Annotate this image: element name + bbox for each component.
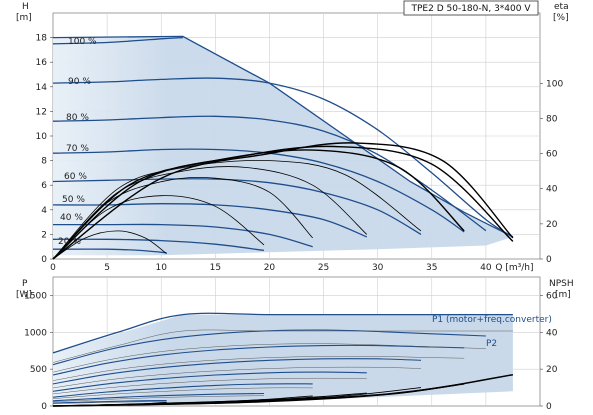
- head-y-tick-label: 12: [36, 107, 47, 117]
- efficiency-curve-1: [52, 230, 167, 260]
- eta-tick-label: 0: [546, 255, 552, 265]
- q-tick-label: 5: [104, 263, 110, 273]
- q-axis-label: Q [m³/h]: [495, 263, 533, 273]
- speed-label-70: 70 %: [66, 144, 89, 154]
- eta-tick-label: 100: [546, 79, 563, 89]
- q-tick-label: 20: [264, 263, 276, 273]
- power-y-tick-label: 1000: [24, 328, 47, 338]
- npsh-curve-7: [52, 373, 514, 407]
- q-tick-label: 30: [372, 263, 384, 273]
- head-envelope-max-curve: [52, 35, 514, 238]
- eta-tick-label: 80: [546, 114, 558, 124]
- efficiency-curve-4: [52, 166, 368, 260]
- power-p2-curve-4: [52, 366, 422, 389]
- power-panel: 0 500 1000 1500 0 20 40 60 P[W] NPSH[m] P1 (motor+…: [16, 276, 574, 412]
- head-curve-6: [52, 203, 368, 238]
- power-p2-curve-7: [52, 395, 265, 403]
- p2-series-label: P2: [486, 339, 497, 349]
- head-curve-7: [53, 223, 313, 248]
- speed-label-60: 60 %: [64, 172, 87, 182]
- head-y-tick-label: 8: [41, 157, 47, 167]
- power-curve-6: [52, 383, 313, 398]
- head-y-tick-label: 0: [41, 255, 47, 265]
- head-curve-2: [52, 77, 514, 238]
- speed-label-40: 40 %: [60, 213, 83, 223]
- pump-title: TPE2 D 50-180-N, 3*400 V: [411, 4, 532, 14]
- npsh-tick-label: 0: [546, 402, 552, 412]
- power-curve-4: [52, 358, 422, 385]
- head-axis-label: H: [22, 2, 29, 12]
- eta-tick-label: 20: [546, 220, 558, 230]
- power-curve-7: [52, 392, 265, 402]
- eta-axis-label: eta: [554, 2, 569, 12]
- head-y-tick-label: 2: [41, 230, 47, 240]
- npsh-tick-label: 20: [546, 365, 558, 375]
- head-curve-8: [52, 238, 265, 252]
- npsh-axis-label: NPSH: [549, 279, 574, 289]
- q-tick-label: 10: [155, 263, 167, 273]
- head-y-tick-label: 4: [41, 206, 47, 216]
- power-p2-curve-2: [52, 343, 486, 373]
- power-axis-unit: [W]: [16, 290, 32, 300]
- speed-label-90: 90 %: [68, 77, 91, 87]
- head-curve-1: [52, 36, 183, 45]
- head-axis-unit: [m]: [16, 13, 32, 23]
- power-y-tick-label: 500: [30, 365, 47, 375]
- efficiency-curve-7: [52, 145, 514, 260]
- p1-series-label: P1 (motor+freq.converter): [432, 315, 552, 325]
- speed-label-80: 80 %: [66, 113, 89, 123]
- npsh-axis-unit: [m]: [555, 290, 571, 300]
- power-axis-label: P: [22, 279, 28, 289]
- head-curve-9: [52, 248, 167, 254]
- title-box: [403, 0, 539, 16]
- head-y-tick-label: 14: [36, 83, 48, 93]
- speed-label-20: 20 %: [58, 237, 81, 247]
- head-y-tick-label: 16: [36, 58, 48, 68]
- power-y-tick-label: 1500: [24, 291, 47, 301]
- power-curve-1: [52, 312, 513, 354]
- speed-label-100: 100 %: [68, 37, 97, 47]
- efficiency-curve-8: [52, 142, 514, 260]
- power-curve-5: [52, 371, 367, 392]
- head-curve-5: [52, 178, 422, 235]
- power-p2-curve-6: [52, 387, 313, 399]
- npsh-tick-label: 40: [546, 328, 558, 338]
- efficiency-curve-5: [52, 159, 422, 260]
- power-curve-8: [52, 399, 167, 404]
- head-envelope-area: [53, 36, 513, 256]
- eta-tick-label: 40: [546, 185, 558, 195]
- head-panel: 100 % 90 % 80 % 70 % 60 % 50 % 40 % 20 % 0 2 4 6 8 10…: [16, 0, 569, 273]
- eta-axis-unit: [%]: [553, 13, 569, 23]
- power-p2-curve-3: [52, 356, 465, 381]
- power-p2-curve-8: [52, 401, 167, 404]
- power-p2-curve-1: [52, 329, 513, 363]
- power-envelope-area: [53, 314, 513, 404]
- head-y-tick-label: 10: [36, 132, 48, 142]
- eta-tick-label: 60: [546, 150, 558, 160]
- q-tick-label: 15: [210, 263, 221, 273]
- q-tick-label: 40: [480, 263, 492, 273]
- q-tick-label: 35: [426, 263, 437, 273]
- speed-label-50: 50 %: [62, 195, 85, 205]
- power-curve-3: [52, 344, 465, 376]
- head-y-tick-label: 18: [36, 34, 48, 44]
- npsh-tick-label: 60: [546, 291, 558, 301]
- head-y-tick-label: 6: [41, 181, 47, 191]
- power-p2-curve-5: [52, 377, 367, 395]
- power-y-tick-label: 0: [41, 402, 47, 412]
- head-curve-3: [52, 115, 487, 232]
- q-tick-label: 25: [318, 263, 329, 273]
- q-tick-label: 0: [50, 263, 56, 273]
